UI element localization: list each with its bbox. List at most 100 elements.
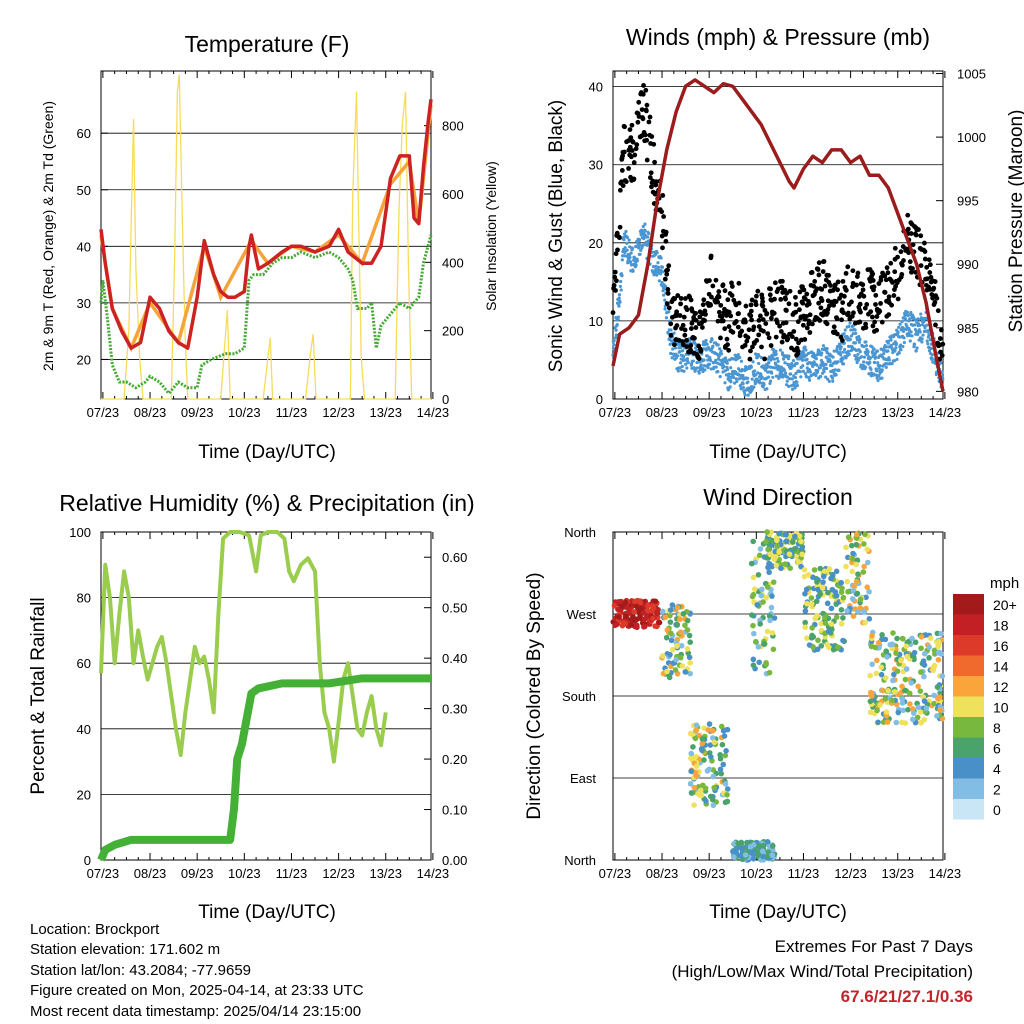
direction-point: [828, 605, 835, 612]
gust-point: [818, 305, 824, 311]
direction-point: [718, 770, 725, 777]
wind-point: [929, 346, 933, 351]
wind-point: [853, 328, 857, 332]
direction-point: [688, 750, 695, 757]
direction-point: [662, 614, 669, 621]
gust-point: [816, 260, 822, 266]
gust-point: [768, 343, 774, 348]
direction-point: [808, 601, 815, 607]
wind-point: [725, 361, 729, 365]
wind-point: [822, 370, 826, 374]
winds-ytick-label: 0: [596, 392, 603, 407]
gust-point: [622, 124, 627, 130]
wind-point: [757, 354, 761, 358]
wind-point: [846, 349, 850, 353]
wind-point: [904, 327, 908, 332]
colorbar-label: 2: [993, 782, 1001, 798]
gust-point: [747, 356, 753, 362]
direction-point: [764, 628, 771, 635]
direction-xtick-label: 11/23: [788, 866, 820, 881]
wind-point: [691, 359, 695, 363]
gust-point: [927, 262, 933, 268]
gust-point: [789, 334, 795, 340]
plot-layer: 07/23 08/23 09/23 10/23 11/23 12/23 13/23 14/23…: [69, 67, 1016, 881]
gust-point: [664, 271, 670, 277]
winds-xtick-label: 10/23: [740, 405, 773, 420]
direction-title: Wind Direction: [703, 484, 853, 510]
gust-point: [621, 149, 627, 155]
wind-point: [876, 361, 880, 365]
solar-insolation-line: [101, 74, 431, 400]
wind-point: [918, 323, 922, 327]
wind-point: [800, 358, 805, 362]
direction-point: [782, 531, 789, 538]
direction-point: [867, 709, 874, 716]
gust-point: [742, 319, 748, 325]
wind-point: [771, 375, 775, 379]
gust-point: [718, 302, 724, 308]
direction-xtick-label: 12/23: [834, 866, 867, 881]
gust-point: [716, 309, 722, 315]
direction-point: [844, 578, 850, 585]
gust-point: [905, 212, 911, 218]
humidity-y2tick-label: 0.60: [442, 550, 467, 565]
wind-point: [656, 271, 660, 275]
direction-point: [755, 572, 762, 578]
direction-point: [617, 598, 624, 605]
gust-point: [718, 335, 723, 341]
info-latlon: Station lat/lon: 43.2084; -77.9659: [30, 961, 252, 979]
gust-point: [719, 314, 725, 320]
gust-point: [786, 301, 792, 307]
wind-point: [617, 296, 621, 300]
colorbar-swatch: [953, 614, 984, 635]
wind-point: [663, 307, 667, 311]
direction-point: [731, 854, 737, 861]
gust-point: [739, 328, 745, 334]
gust-point: [793, 294, 798, 300]
wind-point: [889, 343, 893, 347]
direction-point: [611, 603, 618, 609]
wind-point: [612, 343, 616, 347]
wind-point: [818, 366, 822, 370]
direction-point: [710, 802, 717, 809]
gust-point: [613, 251, 619, 257]
winds-xtick-label: 11/23: [788, 405, 820, 420]
gust-point: [659, 209, 665, 215]
direction-point: [667, 619, 674, 625]
gust-point: [809, 270, 815, 275]
direction-point: [912, 639, 919, 646]
temperature-y2tick-label: 400: [442, 255, 464, 270]
gust-point: [777, 323, 783, 329]
direction-point: [730, 848, 736, 855]
gust-point: [886, 312, 892, 318]
direction-xtick-label: 09/23: [693, 866, 726, 881]
direction-point: [776, 530, 782, 537]
winds-xtick-label: 12/23: [834, 405, 867, 420]
wind-point: [824, 355, 828, 359]
gust-point: [736, 300, 742, 306]
gust-point: [898, 249, 904, 255]
wind-point: [787, 384, 791, 388]
temperature-xtick-label: 12/23: [322, 405, 355, 420]
direction-point: [854, 590, 861, 597]
gust-series: [610, 83, 946, 362]
wind-point: [821, 344, 826, 348]
direction-point: [840, 594, 847, 601]
direction-point: [849, 568, 856, 575]
gust-point: [644, 137, 650, 143]
wind-point: [877, 366, 881, 370]
wind-point: [737, 377, 742, 381]
wind-point: [940, 371, 944, 375]
wind-point: [864, 340, 868, 344]
direction-point: [917, 709, 924, 715]
wind-point: [790, 377, 794, 381]
wind-point: [720, 352, 724, 356]
gust-point: [850, 268, 856, 274]
gust-point: [651, 141, 657, 147]
gust-point: [730, 329, 736, 335]
direction-point: [817, 591, 823, 597]
humidity-frame: [100, 531, 432, 861]
gust-point: [613, 288, 618, 293]
gust-point: [882, 273, 888, 279]
wind-point: [782, 368, 787, 372]
